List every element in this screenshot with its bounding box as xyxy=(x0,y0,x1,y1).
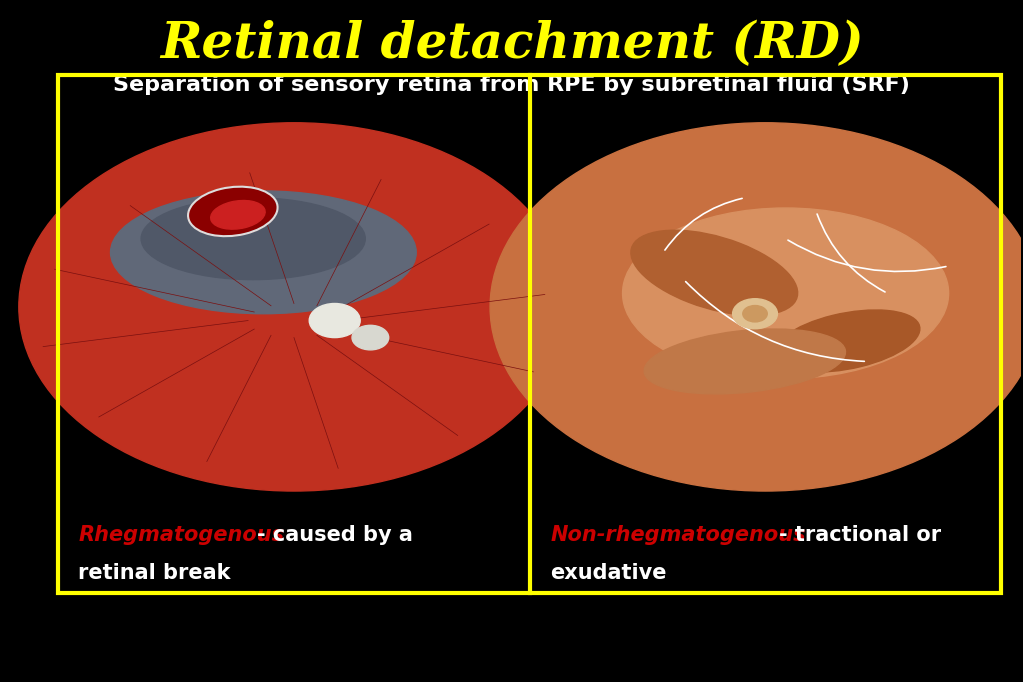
Text: exudative: exudative xyxy=(550,563,667,583)
Circle shape xyxy=(352,325,389,350)
Ellipse shape xyxy=(623,208,948,379)
Ellipse shape xyxy=(141,198,365,280)
Text: - caused by a: - caused by a xyxy=(257,525,412,546)
Ellipse shape xyxy=(773,310,920,372)
Circle shape xyxy=(18,123,569,491)
Circle shape xyxy=(743,306,767,322)
Text: - tractional or: - tractional or xyxy=(780,525,941,546)
Ellipse shape xyxy=(188,187,277,236)
Ellipse shape xyxy=(110,191,416,314)
Circle shape xyxy=(13,119,574,494)
Text: Rhegmatogenous: Rhegmatogenous xyxy=(79,525,284,546)
Ellipse shape xyxy=(631,231,798,315)
Circle shape xyxy=(490,123,1023,491)
Ellipse shape xyxy=(644,329,845,394)
Circle shape xyxy=(485,119,1023,494)
Bar xyxy=(58,75,1000,593)
Text: Retinal detachment (RD): Retinal detachment (RD) xyxy=(160,20,863,69)
Text: Separation of sensory retina from RPE by subretinal fluid (SRF): Separation of sensory retina from RPE by… xyxy=(114,75,909,95)
Circle shape xyxy=(309,303,360,338)
Text: Non-rhegmatogenous: Non-rhegmatogenous xyxy=(550,525,806,546)
Text: retinal break: retinal break xyxy=(79,563,231,583)
Ellipse shape xyxy=(211,201,265,229)
Circle shape xyxy=(732,299,777,329)
